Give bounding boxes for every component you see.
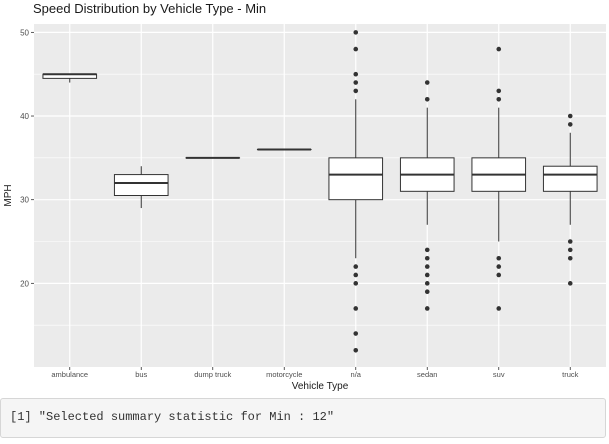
outlier-point xyxy=(353,71,359,77)
box-bus xyxy=(113,166,169,209)
outlier-point xyxy=(567,113,573,119)
outlier-point xyxy=(424,255,430,261)
x-tick-label: dump truck xyxy=(194,370,231,379)
console-text: [1] "Selected summary statistic for Min … xyxy=(10,410,335,424)
box-body xyxy=(542,165,598,192)
outlier-point xyxy=(496,264,502,269)
outlier-point xyxy=(567,281,573,286)
outlier-point xyxy=(567,122,573,127)
outlier-point xyxy=(353,331,359,336)
outlier-point xyxy=(424,289,430,295)
outlier-point xyxy=(353,281,359,286)
outlier-point xyxy=(424,247,430,253)
outlier-point xyxy=(496,306,502,311)
x-tick-label: bus xyxy=(135,370,147,379)
outlier-point xyxy=(496,46,502,52)
box-ambulance xyxy=(42,73,98,83)
y-tick-label: 20 xyxy=(20,279,29,288)
outlier-point xyxy=(496,96,502,102)
box-body xyxy=(113,174,169,197)
boxes xyxy=(42,30,598,353)
outlier-point xyxy=(353,264,359,269)
outlier-point xyxy=(353,347,359,353)
y-tick-label: 40 xyxy=(20,112,29,121)
chart-title: Speed Distribution by Vehicle Type - Min xyxy=(33,1,267,16)
outlier-point xyxy=(424,80,430,85)
outlier-point xyxy=(496,88,502,94)
outlier-point xyxy=(567,239,573,244)
y-tick-label: 50 xyxy=(20,28,29,37)
outlier-point xyxy=(353,88,359,94)
outlier-point xyxy=(424,281,430,286)
x-tick-label: suv xyxy=(493,370,505,379)
outlier-point xyxy=(424,272,430,278)
x-tick-label: ambulance xyxy=(51,370,88,379)
box-sedan xyxy=(399,80,455,311)
x-tick-label: n/a xyxy=(351,370,362,379)
outlier-point xyxy=(353,80,359,85)
outlier-point xyxy=(567,255,573,261)
outlier-point xyxy=(424,306,430,311)
box-body xyxy=(328,157,384,201)
boxplot-chart: 20 30 40 50 ambulance bus dump truck motorcycle… xyxy=(3,24,606,392)
y-tick-label: 30 xyxy=(20,196,29,205)
outlier-point xyxy=(496,272,502,278)
y-axis-label: MPH xyxy=(3,184,14,206)
box-n-a xyxy=(328,30,384,353)
outlier-point xyxy=(353,46,359,52)
outlier-point xyxy=(353,30,359,35)
x-tick-label: truck xyxy=(562,370,579,379)
console-output: [1] "Selected summary statistic for Min … xyxy=(0,398,606,438)
outlier-point xyxy=(424,96,430,102)
box-suv xyxy=(471,46,527,311)
outlier-point xyxy=(353,306,359,311)
x-tick-label: sedan xyxy=(417,370,437,379)
outlier-point xyxy=(353,272,359,278)
axis-ticks: 20 30 40 50 ambulance bus dump truck motorcycle… xyxy=(20,28,579,379)
box-truck xyxy=(542,113,598,286)
outlier-point xyxy=(567,247,573,253)
outlier-point xyxy=(496,255,502,261)
x-axis-label: Vehicle Type xyxy=(292,381,349,392)
outlier-point xyxy=(424,264,430,269)
x-tick-label: motorcycle xyxy=(266,370,302,379)
